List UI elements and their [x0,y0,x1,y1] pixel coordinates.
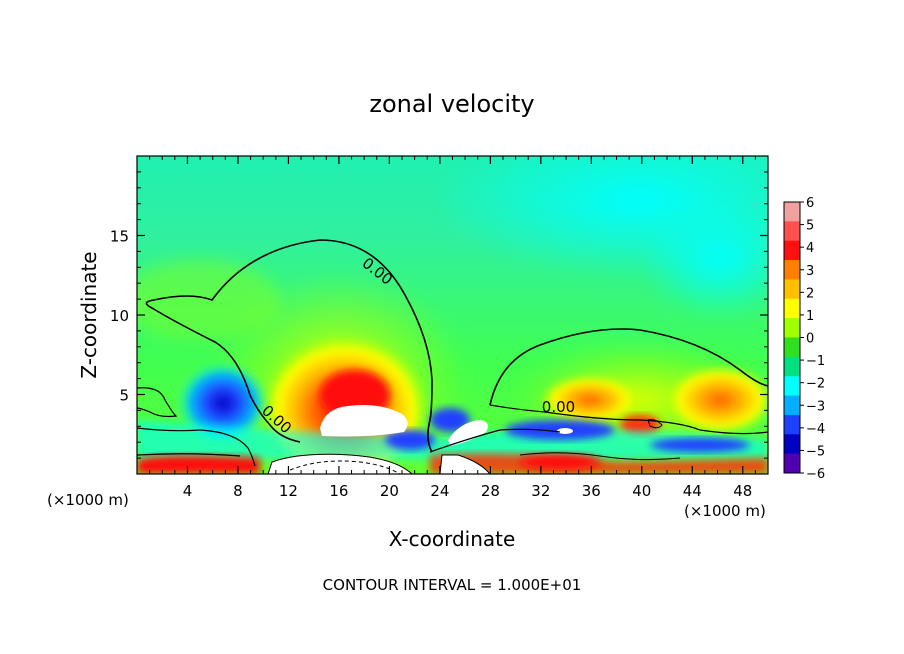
colorbar-label: −6 [806,467,825,482]
x-tick-label: 44 [683,482,702,500]
colorbar-swatch [784,356,800,377]
colorbar-swatch [784,453,800,474]
y-axis-label: Z-coordinate [77,251,101,378]
contour-interval-note: CONTOUR INTERVAL = 1.000E+01 [323,576,582,594]
colorbar-swatch [784,260,800,280]
colorbar-swatch [784,221,800,242]
x-tick-label: 8 [233,482,243,500]
x-tick-label: 16 [329,482,348,500]
velocity-field [137,156,768,474]
x-tick-label: 12 [279,482,298,500]
colorbar-label: 0 [806,332,814,347]
x-unit-label-left: (×1000 m) [47,491,129,509]
y-tick-label: 5 [119,387,129,405]
colorbar-label: 1 [806,309,814,324]
colorbar-swatch [784,376,800,397]
colorbar: 6 5 4 3 2 1 0 −1 −2 −3 −4 −5 −6 [783,196,825,482]
x-unit-label-right: (×1000 m) [684,502,766,520]
colorbar-label: −3 [806,399,825,414]
colorbar-swatch [784,414,800,435]
colorbar-swatch [784,318,800,338]
x-tick-label: 36 [582,482,601,500]
y-tick-label: 15 [110,228,129,246]
colorbar-swatch [784,240,800,261]
colorbar-label: −1 [806,354,825,369]
colorbar-label: 3 [806,264,814,279]
colorbar-swatch [784,298,800,319]
x-tick-label: 28 [481,482,500,500]
x-tick-label: 20 [380,482,399,500]
colorbar-swatch [784,395,800,416]
colorbar-label: 2 [806,286,814,301]
colorbar-swatch [784,202,800,222]
contour-label: 0.00 [542,398,575,416]
colorbar-label: 6 [806,196,814,211]
chart-title: zonal velocity [369,90,534,118]
x-tick-label: 48 [733,482,752,500]
x-tick-label: 32 [531,482,550,500]
colorbar-label: −5 [806,444,825,459]
colorbar-swatch [784,434,800,455]
x-axis: 4 8 12 16 20 24 28 32 36 40 44 48 [149,156,756,500]
colorbar-swatch [784,279,800,300]
x-tick-label: 40 [632,482,651,500]
y-tick-label: 10 [110,307,129,325]
colorbar-label: −4 [806,422,825,437]
x-tick-label: 24 [430,482,449,500]
x-tick-label: 4 [183,482,193,500]
colorbar-swatch [784,337,800,358]
colorbar-label: −2 [806,377,825,392]
colorbar-label: 4 [806,241,814,256]
x-axis-label: X-coordinate [389,527,516,551]
y-axis: 5 10 15 [110,171,768,459]
colorbar-label: 5 [806,219,814,234]
